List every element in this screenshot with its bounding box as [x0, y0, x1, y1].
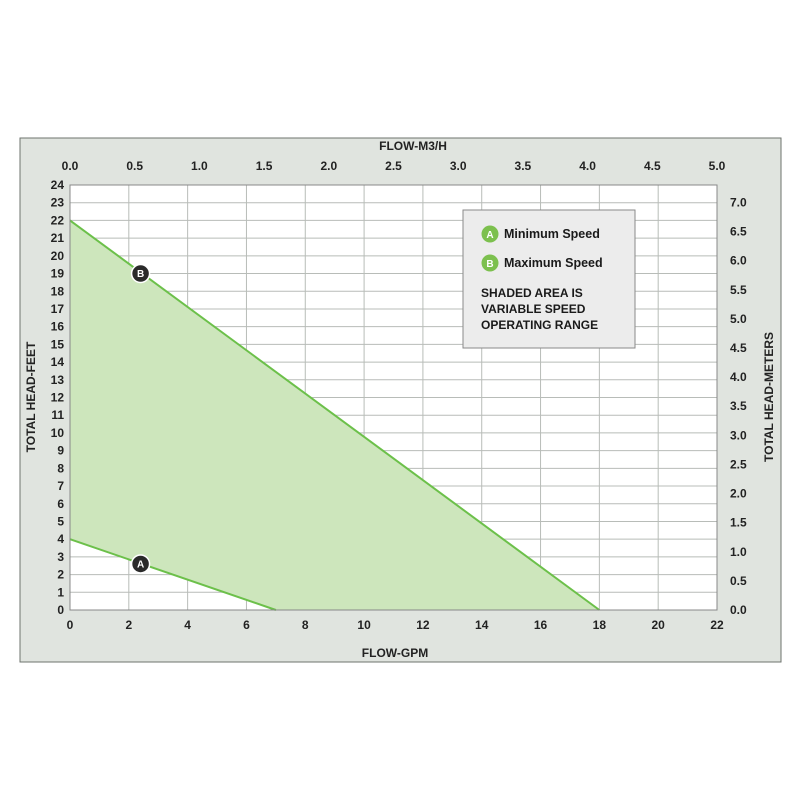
y2-tick-label: 0.0	[730, 603, 747, 617]
x-tick-label: 18	[593, 618, 607, 632]
y-tick-label: 14	[51, 355, 65, 369]
x-tick-label: 8	[302, 618, 309, 632]
y-tick-label: 1	[57, 585, 64, 599]
y-tick-label: 5	[57, 514, 64, 528]
x-tick-label: 10	[357, 618, 371, 632]
y-tick-label: 16	[51, 320, 65, 334]
x-tick-label: 16	[534, 618, 548, 632]
x-tick-label: 0	[67, 618, 74, 632]
legend-label-min-speed: Minimum Speed	[504, 227, 600, 241]
legend-note-line-2: VARIABLE SPEED	[481, 302, 586, 316]
legend-note-line-1: SHADED AREA IS	[481, 286, 583, 300]
y-tick-label: 15	[51, 337, 65, 351]
y-tick-label: 22	[51, 213, 65, 227]
curve-marker-letter-b: B	[137, 269, 144, 280]
x2-tick-label: 1.0	[191, 159, 208, 173]
y-tick-label: 0	[57, 603, 64, 617]
y-tick-label: 6	[57, 497, 64, 511]
curve-marker-a	[130, 554, 151, 574]
legend-badge-b-letter: B	[486, 259, 493, 270]
y-tick-label: 10	[51, 426, 65, 440]
x-tick-label: 12	[416, 618, 430, 632]
y2-tick-label: 5.0	[730, 312, 747, 326]
x2-tick-label: 0.5	[126, 159, 143, 173]
y2-tick-label: 3.5	[730, 399, 747, 413]
y-tick-label: 7	[57, 479, 64, 493]
y-tick-label: 13	[51, 373, 65, 387]
y-tick-label: 18	[51, 284, 65, 298]
x2-tick-label: 2.5	[385, 159, 402, 173]
y2-tick-label: 3.0	[730, 428, 747, 442]
y-tick-label: 23	[51, 196, 65, 210]
y2-tick-label: 7.0	[730, 195, 747, 209]
x-axis-title: FLOW-GPM	[362, 646, 428, 660]
x2-tick-label: 4.5	[644, 159, 661, 173]
y-tick-label: 11	[51, 408, 64, 422]
curve-marker-letter-a: A	[137, 559, 144, 570]
x2-tick-label: 2.0	[320, 159, 337, 173]
y-tick-label: 20	[51, 249, 65, 263]
y-tick-label: 19	[51, 267, 65, 281]
plot-border	[69, 184, 718, 611]
y-tick-label: 24	[51, 178, 65, 192]
y2-tick-label: 5.5	[730, 283, 747, 297]
y-tick-label: 17	[51, 302, 65, 316]
y-tick-label: 2	[57, 568, 64, 582]
y2-tick-label: 4.5	[730, 341, 747, 355]
y-tick-label: 9	[57, 444, 64, 458]
x-tick-label: 20	[652, 618, 666, 632]
x-tick-label: 6	[243, 618, 250, 632]
x2-tick-label: 4.0	[579, 159, 596, 173]
y2-tick-label: 6.0	[730, 254, 747, 268]
legend-badge-a	[481, 225, 499, 243]
x2-tick-label: 3.5	[515, 159, 532, 173]
legend-box: A Minimum Speed B Maximum Speed SHADED A…	[462, 209, 636, 349]
y-tick-label: 4	[57, 532, 64, 546]
legend-badge-b	[481, 254, 499, 272]
x-tick-label: 22	[710, 618, 724, 632]
legend-badge-a-letter: A	[486, 230, 493, 241]
y-tick-label: 12	[51, 391, 65, 405]
x2-tick-label: 3.0	[450, 159, 467, 173]
max-speed-curve	[69, 219, 600, 611]
y2-tick-label: 1.0	[730, 545, 747, 559]
x2-tick-label: 0.0	[62, 159, 79, 173]
x-tick-label: 2	[125, 618, 132, 632]
y2-tick-label: 1.5	[730, 516, 747, 530]
y2-tick-label: 2.5	[730, 457, 747, 471]
y2-axis-title: TOTAL HEAD-METERS	[762, 332, 776, 462]
x2-axis-title: FLOW-M3/H	[379, 139, 447, 153]
x2-tick-label: 5.0	[709, 159, 726, 173]
y2-tick-label: 2.0	[730, 487, 747, 501]
x-tick-label: 4	[184, 618, 191, 632]
y2-tick-label: 6.5	[730, 225, 747, 239]
y-axis-title: TOTAL HEAD-FEET	[24, 341, 38, 452]
y-tick-label: 21	[51, 231, 65, 245]
min-speed-curve	[69, 538, 277, 611]
legend-label-max-speed: Maximum Speed	[504, 256, 603, 270]
x-tick-label: 14	[475, 618, 489, 632]
curve-marker-b	[130, 263, 151, 284]
y2-tick-label: 4.0	[730, 370, 747, 384]
y2-tick-label: 0.5	[730, 574, 747, 588]
x2-tick-label: 1.5	[256, 159, 273, 173]
y-tick-label: 3	[57, 550, 64, 564]
legend-note-line-3: OPERATING RANGE	[481, 318, 598, 332]
y-tick-label: 8	[57, 461, 64, 475]
